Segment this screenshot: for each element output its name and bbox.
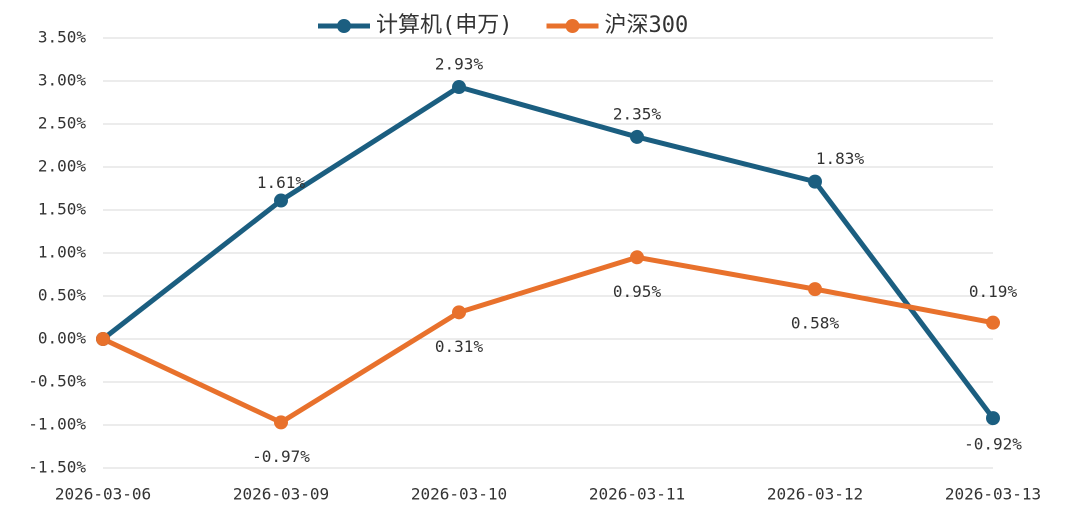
point	[452, 305, 466, 320]
legend-label: 沪深300	[605, 13, 689, 38]
point	[808, 282, 822, 297]
data-label: 1.83%	[816, 149, 865, 168]
y-tick-label: 3.50%	[38, 28, 87, 47]
data-label: -0.97%	[252, 447, 310, 466]
point	[452, 80, 466, 95]
y-tick-label: 1.00%	[38, 243, 87, 262]
point	[630, 250, 644, 265]
y-tick-label: -0.50%	[28, 372, 86, 391]
data-label: 0.95%	[613, 282, 662, 301]
data-label: 2.93%	[435, 55, 484, 74]
point	[96, 332, 110, 346]
series-line	[101, 254, 994, 425]
data-label: 2.35%	[613, 104, 662, 123]
y-tick-label: 0.00%	[38, 329, 87, 348]
point	[986, 315, 1000, 330]
legend-marker	[337, 19, 351, 33]
data-label: -0.92%	[964, 435, 1022, 454]
data-label: 0.19%	[969, 282, 1018, 301]
y-tick-label: -1.50%	[28, 458, 86, 477]
x-tick-label: 2026-03-12	[767, 485, 863, 504]
point	[630, 129, 644, 144]
data-label: 1.61%	[257, 173, 306, 192]
series-line	[101, 84, 995, 420]
y-tick-label: 0.50%	[38, 286, 87, 305]
y-tick-label: 3.00%	[38, 71, 87, 90]
x-tick-label: 2026-03-06	[55, 485, 151, 504]
point	[808, 174, 822, 189]
x-tick-label: 2026-03-13	[945, 485, 1041, 504]
y-tick-label: -1.00%	[28, 415, 86, 434]
point	[274, 193, 288, 208]
x-tick-label: 2026-03-11	[589, 485, 685, 504]
y-tick-label: 2.00%	[38, 157, 87, 176]
legend-label: 计算机(申万)	[376, 13, 513, 38]
data-label: 0.31%	[435, 337, 484, 356]
point	[986, 411, 1000, 426]
y-tick-label: 1.50%	[38, 200, 87, 219]
legend-marker	[565, 19, 580, 33]
x-tick-label: 2026-03-09	[233, 485, 329, 504]
data-label: 0.58%	[791, 314, 840, 333]
x-tick-label: 2026-03-10	[411, 485, 507, 504]
point	[274, 415, 288, 430]
y-tick-label: 2.50%	[38, 114, 87, 133]
